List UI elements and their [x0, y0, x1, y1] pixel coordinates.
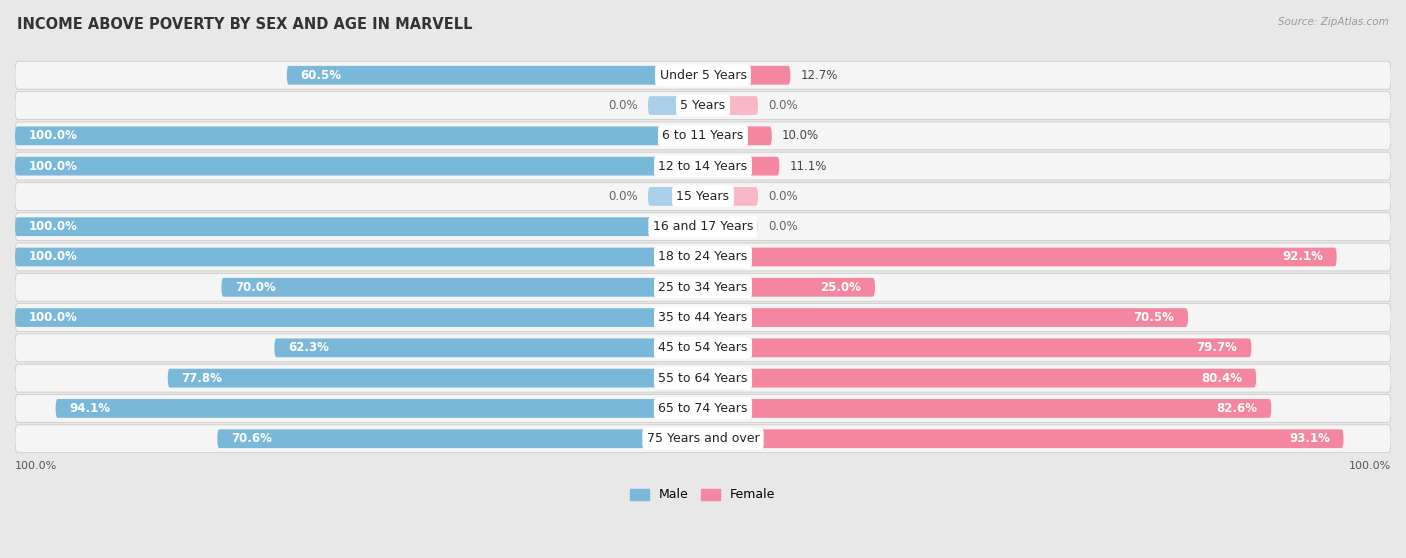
FancyBboxPatch shape [274, 339, 703, 357]
Text: 92.1%: 92.1% [1282, 251, 1323, 263]
FancyBboxPatch shape [703, 127, 772, 145]
Text: 35 to 44 Years: 35 to 44 Years [658, 311, 748, 324]
Text: 94.1%: 94.1% [69, 402, 110, 415]
FancyBboxPatch shape [15, 425, 1391, 453]
Text: 79.7%: 79.7% [1197, 341, 1237, 354]
Text: 18 to 24 Years: 18 to 24 Years [658, 251, 748, 263]
FancyBboxPatch shape [703, 187, 758, 206]
Text: 16 and 17 Years: 16 and 17 Years [652, 220, 754, 233]
Text: 70.5%: 70.5% [1133, 311, 1174, 324]
Text: 10.0%: 10.0% [782, 129, 820, 142]
FancyBboxPatch shape [703, 399, 1271, 418]
FancyBboxPatch shape [703, 278, 875, 297]
Text: 70.0%: 70.0% [235, 281, 276, 294]
FancyBboxPatch shape [287, 66, 703, 85]
Text: 100.0%: 100.0% [1348, 460, 1391, 470]
Text: 0.0%: 0.0% [768, 220, 799, 233]
FancyBboxPatch shape [221, 278, 703, 297]
FancyBboxPatch shape [56, 399, 703, 418]
FancyBboxPatch shape [703, 248, 1337, 266]
FancyBboxPatch shape [15, 243, 1391, 271]
Text: 25.0%: 25.0% [820, 281, 862, 294]
FancyBboxPatch shape [15, 152, 1391, 180]
Text: 100.0%: 100.0% [28, 311, 77, 324]
FancyBboxPatch shape [15, 157, 703, 176]
FancyBboxPatch shape [15, 127, 703, 145]
FancyBboxPatch shape [15, 304, 1391, 331]
FancyBboxPatch shape [703, 217, 758, 236]
Text: 12 to 14 Years: 12 to 14 Years [658, 160, 748, 172]
FancyBboxPatch shape [703, 157, 779, 176]
FancyBboxPatch shape [703, 308, 1188, 327]
Text: 5 Years: 5 Years [681, 99, 725, 112]
FancyBboxPatch shape [15, 213, 1391, 240]
Text: Source: ZipAtlas.com: Source: ZipAtlas.com [1278, 17, 1389, 27]
FancyBboxPatch shape [218, 429, 703, 448]
Text: 75 Years and over: 75 Years and over [647, 432, 759, 445]
Text: 0.0%: 0.0% [768, 99, 799, 112]
Text: 100.0%: 100.0% [28, 251, 77, 263]
FancyBboxPatch shape [15, 334, 1391, 362]
FancyBboxPatch shape [648, 96, 703, 115]
Text: 62.3%: 62.3% [288, 341, 329, 354]
FancyBboxPatch shape [703, 339, 1251, 357]
Text: 11.1%: 11.1% [790, 160, 827, 172]
FancyBboxPatch shape [15, 273, 1391, 301]
Text: 77.8%: 77.8% [181, 372, 222, 384]
Text: 80.4%: 80.4% [1201, 372, 1243, 384]
Text: 70.6%: 70.6% [231, 432, 271, 445]
FancyBboxPatch shape [15, 92, 1391, 119]
Text: 93.1%: 93.1% [1289, 432, 1330, 445]
Text: INCOME ABOVE POVERTY BY SEX AND AGE IN MARVELL: INCOME ABOVE POVERTY BY SEX AND AGE IN M… [17, 17, 472, 32]
Text: 25 to 34 Years: 25 to 34 Years [658, 281, 748, 294]
Text: 45 to 54 Years: 45 to 54 Years [658, 341, 748, 354]
Text: 12.7%: 12.7% [800, 69, 838, 82]
FancyBboxPatch shape [703, 96, 758, 115]
FancyBboxPatch shape [15, 61, 1391, 89]
FancyBboxPatch shape [703, 369, 1256, 387]
Text: 6 to 11 Years: 6 to 11 Years [662, 129, 744, 142]
Text: 60.5%: 60.5% [301, 69, 342, 82]
Text: 0.0%: 0.0% [768, 190, 799, 203]
Text: 82.6%: 82.6% [1216, 402, 1257, 415]
Text: 55 to 64 Years: 55 to 64 Years [658, 372, 748, 384]
Text: 100.0%: 100.0% [28, 220, 77, 233]
FancyBboxPatch shape [15, 364, 1391, 392]
FancyBboxPatch shape [15, 122, 1391, 150]
FancyBboxPatch shape [703, 429, 1344, 448]
Text: 100.0%: 100.0% [28, 129, 77, 142]
FancyBboxPatch shape [703, 66, 790, 85]
FancyBboxPatch shape [15, 395, 1391, 422]
Text: 0.0%: 0.0% [607, 99, 638, 112]
Text: 0.0%: 0.0% [607, 190, 638, 203]
FancyBboxPatch shape [15, 248, 703, 266]
Text: 100.0%: 100.0% [15, 460, 58, 470]
FancyBboxPatch shape [15, 308, 703, 327]
Legend: Male, Female: Male, Female [626, 483, 780, 507]
FancyBboxPatch shape [15, 182, 1391, 210]
FancyBboxPatch shape [167, 369, 703, 387]
Text: 15 Years: 15 Years [676, 190, 730, 203]
Text: 100.0%: 100.0% [28, 160, 77, 172]
Text: 65 to 74 Years: 65 to 74 Years [658, 402, 748, 415]
FancyBboxPatch shape [15, 217, 703, 236]
Text: Under 5 Years: Under 5 Years [659, 69, 747, 82]
FancyBboxPatch shape [648, 187, 703, 206]
